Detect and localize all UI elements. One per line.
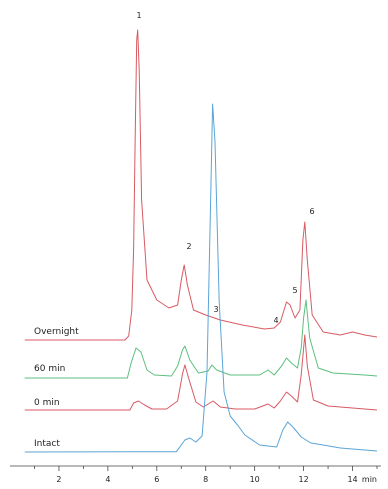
x-tick-label: 12 [299, 475, 309, 484]
x-tick-label: 2 [56, 475, 61, 484]
peak-label-6: 6 [309, 207, 314, 216]
x-axis: 2 4 6 8 10 12 14 min [10, 465, 381, 484]
x-tick-label: 14 [347, 475, 357, 484]
x-tick-label: 6 [154, 475, 159, 484]
x-axis-unit: min [362, 475, 377, 484]
peak-labels-layer: 1 2 3 4 5 6 [136, 11, 314, 325]
trace-label-60-min: 60 min [34, 364, 65, 374]
trace-labels-layer: Overnight 60 min 0 min Intact [34, 327, 79, 449]
trace-label-0-min: 0 min [34, 398, 60, 408]
peak-label-4: 4 [273, 316, 278, 325]
peak-label-2: 2 [186, 242, 191, 251]
trace-60-min [24, 299, 378, 379]
x-tick-label: 8 [203, 475, 208, 484]
peak-label-3: 3 [213, 305, 218, 314]
x-tick-label: 4 [105, 475, 110, 484]
peak-label-1: 1 [136, 11, 141, 20]
trace-intact [24, 103, 378, 453]
x-tick-label: 10 [250, 475, 260, 484]
peak-label-5: 5 [292, 286, 297, 295]
trace-label-overnight: Overnight [34, 327, 79, 337]
traces-layer [24, 29, 378, 453]
trace-overnight [24, 29, 378, 341]
trace-label-intact: Intact [34, 439, 60, 449]
